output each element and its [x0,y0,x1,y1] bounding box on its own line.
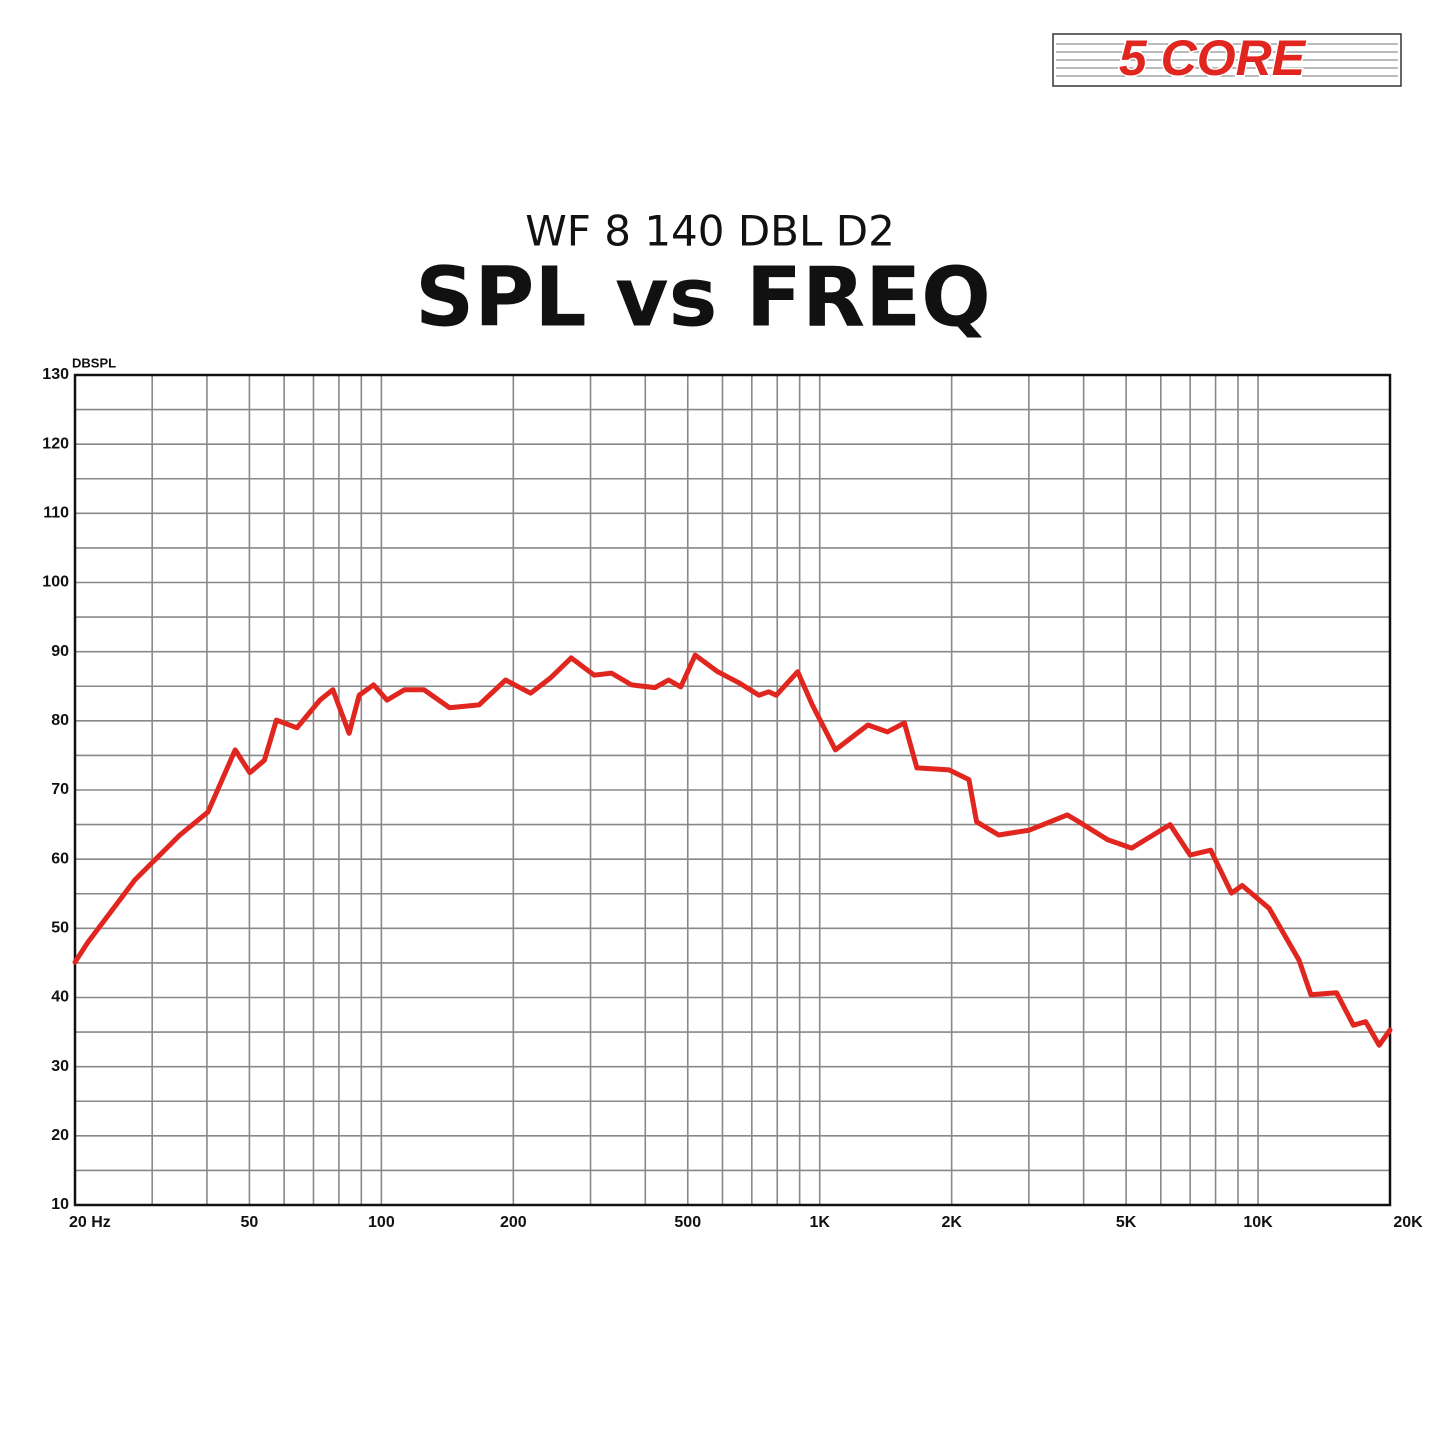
y-tick-label: 120 [42,435,69,452]
y-tick-label: 100 [42,574,69,591]
y-tick-label: 50 [51,920,69,937]
grid [74,374,1391,1206]
y-tick-label: 70 [51,781,69,798]
y-tick-label: 80 [51,712,69,729]
x-tick-label: 50 [241,1214,259,1231]
logo: 5 CORE [1052,29,1402,88]
chart-subtitle: WF 8 140 DBL D2 [525,207,895,256]
y-tick-label: 110 [43,505,69,522]
x-tick-label: 20K [1393,1214,1423,1231]
logo-stripes [1056,43,1398,77]
x-tick-label: 200 [500,1214,527,1231]
y-tick-label: 130 [42,366,69,383]
y-tick-label: 30 [51,1058,69,1075]
y-tick-label: 10 [51,1196,69,1213]
y-axis-label: DBSPL [72,355,116,370]
chart-title: SPL vs FREQ [415,250,991,345]
x-tick-label: 500 [674,1214,701,1231]
plot-frame [73,373,1392,1207]
x-tick-label: 1K [809,1214,830,1231]
y-tick-label: 40 [51,989,69,1006]
logo-text: 5 CORE [1119,30,1307,86]
y-tick-label: 60 [51,850,69,867]
x-tick-label: 2K [941,1214,962,1231]
x-tick-label: 20 Hz [69,1214,111,1231]
response-line [72,652,1393,1048]
x-tick-label: 100 [368,1214,395,1231]
y-tick-label: 90 [51,643,69,660]
y-tick-label: 20 [51,1127,69,1144]
x-tick-label: 5K [1116,1214,1137,1231]
x-tick-label: 10K [1243,1214,1273,1231]
